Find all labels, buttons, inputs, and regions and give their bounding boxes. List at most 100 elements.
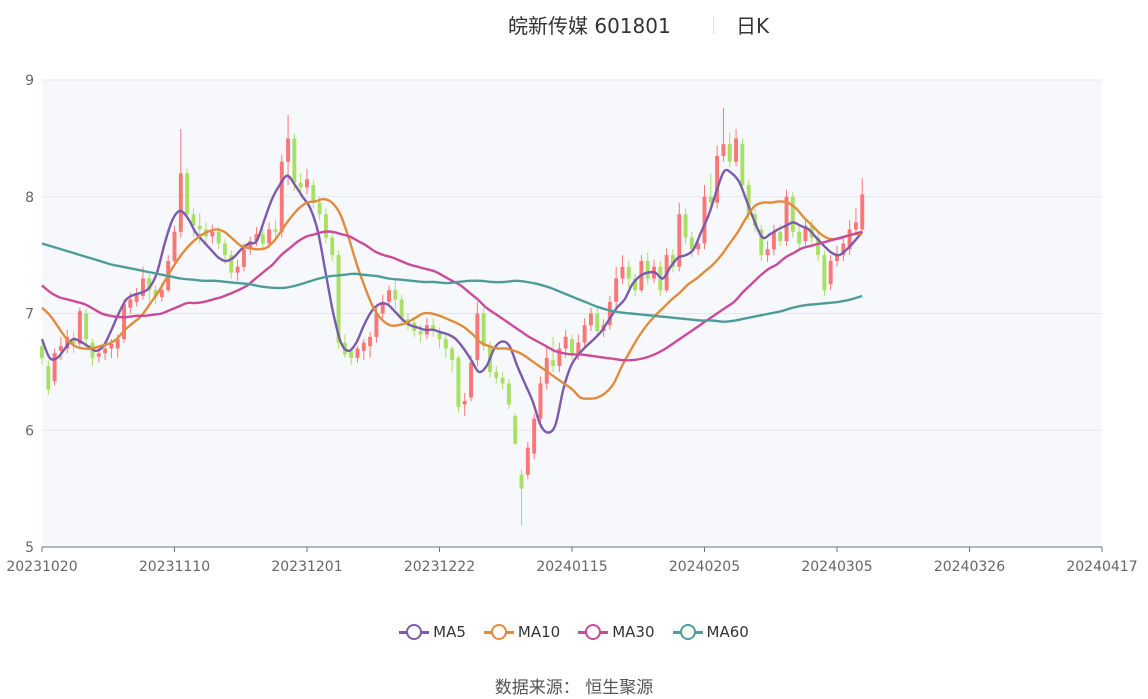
candle-body <box>399 299 404 320</box>
candlestick <box>292 133 297 191</box>
candlestick <box>172 225 177 267</box>
candle-body <box>790 196 795 232</box>
candle-body <box>437 331 442 340</box>
candle-body <box>633 278 638 291</box>
candle-body <box>115 339 120 349</box>
candlestick <box>677 202 682 272</box>
moving-average-lines <box>40 168 864 434</box>
candle-body <box>500 377 505 384</box>
y-tick-label: 7 <box>25 307 34 323</box>
candle-body <box>393 290 398 300</box>
candlestick <box>771 224 776 256</box>
candlestick <box>702 185 707 250</box>
candlestick <box>803 220 808 246</box>
candle-body <box>620 266 625 279</box>
candle-body <box>311 185 316 203</box>
candle-body <box>450 348 455 361</box>
x-tick-label: 20231201 <box>271 559 342 575</box>
candlestick <box>286 115 291 186</box>
candle-body <box>614 278 619 302</box>
legend: MA5 MA10 MA30 MA60 <box>0 620 1148 644</box>
candle-body <box>254 234 259 242</box>
candlestick <box>393 280 398 309</box>
candle-body <box>847 229 852 250</box>
candle-body <box>77 311 82 344</box>
candle-body <box>153 290 158 298</box>
candle-body <box>677 214 682 267</box>
candle-body <box>816 237 821 256</box>
candle-body <box>241 249 246 267</box>
candle-body <box>696 243 701 250</box>
candle-body <box>349 350 354 358</box>
candle-body <box>380 301 385 314</box>
series-line-ma10 <box>41 197 863 400</box>
candle-body <box>835 255 839 261</box>
legend-item-ma10[interactable]: MA10 <box>483 620 561 644</box>
legend-label: MA30 <box>612 623 655 641</box>
candle-body <box>727 144 732 162</box>
candlestick <box>462 392 467 417</box>
candlestick <box>759 224 764 261</box>
candlestick <box>65 329 70 354</box>
candle-body <box>563 336 568 349</box>
candlestick <box>513 413 518 445</box>
candle-body <box>71 339 76 344</box>
y-tick-label: 5 <box>25 540 34 556</box>
candlestick <box>229 250 234 279</box>
candlestick <box>828 255 833 291</box>
candle-body <box>765 249 770 256</box>
candle-body <box>279 161 284 232</box>
candlestick <box>519 469 524 526</box>
candle-body <box>178 173 183 232</box>
candlestick <box>469 355 474 402</box>
candle-body <box>525 447 530 475</box>
candle-body <box>532 418 537 454</box>
candle-body <box>481 313 486 347</box>
candlestick <box>620 255 625 285</box>
candlestick <box>191 208 196 237</box>
candle-body <box>336 255 341 343</box>
candlestick <box>582 318 587 349</box>
candle-body <box>715 155 720 203</box>
candlestick <box>847 220 852 256</box>
candlestick <box>248 236 253 256</box>
candlestick <box>134 287 139 307</box>
y-tick-label: 6 <box>25 423 34 439</box>
candlestick <box>380 294 385 319</box>
candlestick <box>500 371 505 390</box>
candle-body <box>96 353 101 357</box>
candlestick <box>368 332 373 358</box>
legend-item-ma60[interactable]: MA60 <box>672 620 749 644</box>
candlestick <box>860 178 865 232</box>
candle-body <box>128 299 133 308</box>
candlestick <box>185 168 190 221</box>
candle-body <box>235 266 240 273</box>
candle-body <box>670 255 675 267</box>
candle-body <box>828 260 833 285</box>
legend-item-ma5[interactable]: MA5 <box>399 620 466 644</box>
legend-label: MA5 <box>433 623 466 641</box>
candle-body <box>588 313 593 326</box>
series-line-ma30 <box>41 230 863 362</box>
candlestick <box>279 154 284 238</box>
candle-body <box>140 278 145 296</box>
candle-body <box>570 339 574 355</box>
candle-body <box>103 348 108 354</box>
candlestick <box>740 138 745 191</box>
candlestick <box>689 231 694 258</box>
candlestick <box>853 208 858 235</box>
candlestick <box>614 266 619 308</box>
candle-body <box>216 231 221 244</box>
candle-body <box>513 416 518 445</box>
candle-body <box>387 290 391 302</box>
candle-body <box>519 474 524 489</box>
candlestick <box>330 231 335 261</box>
legend-label: MA10 <box>517 623 561 641</box>
chart-title: 皖新传媒 601801 <box>508 14 671 38</box>
legend-item-ma30[interactable]: MA30 <box>578 620 655 644</box>
candle-body <box>576 342 581 355</box>
candlestick <box>645 252 650 285</box>
series-line-ma60 <box>41 242 863 323</box>
title-divider <box>713 16 714 34</box>
